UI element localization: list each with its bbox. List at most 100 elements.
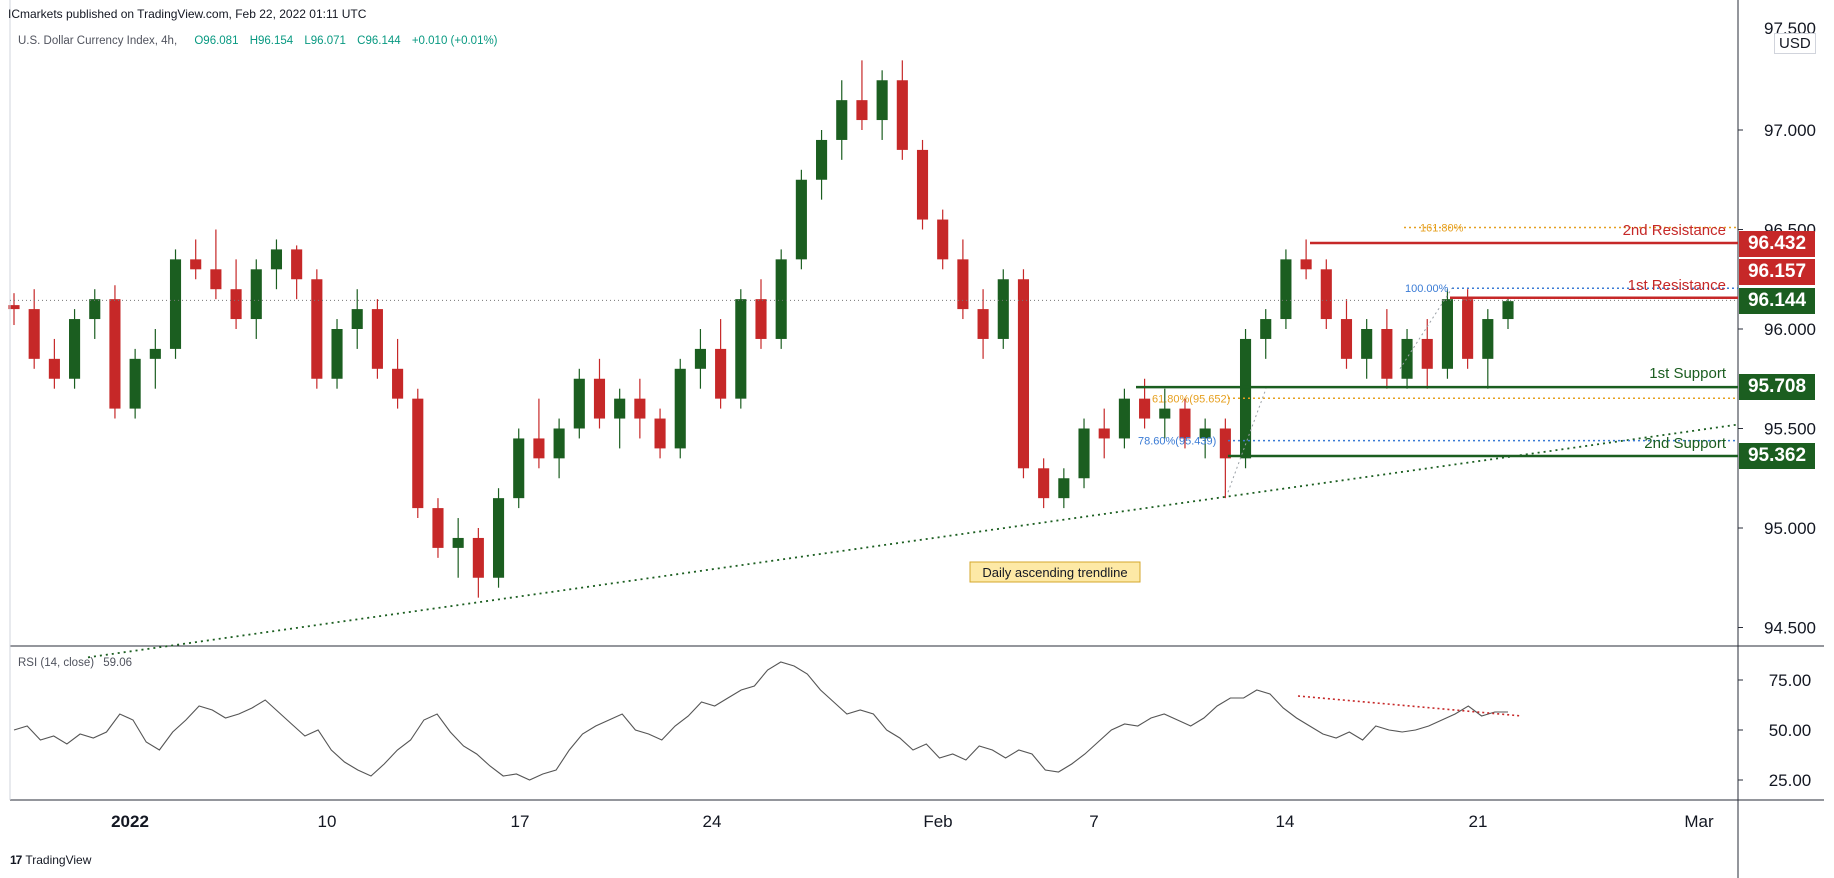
time-tick-label: Mar bbox=[1684, 812, 1714, 831]
support-1-text: 1st Support bbox=[1649, 365, 1727, 382]
price-tick-label: 97.000 bbox=[1764, 121, 1816, 140]
candle-body bbox=[977, 309, 989, 339]
candle-body bbox=[1219, 428, 1231, 459]
price-label-current: 96.144 bbox=[1739, 288, 1815, 314]
ascending-trendline bbox=[87, 423, 1739, 659]
candles bbox=[8, 60, 1514, 598]
candle-body bbox=[28, 309, 40, 359]
candle-body bbox=[1280, 259, 1292, 320]
candle-body bbox=[816, 139, 828, 180]
candle-body bbox=[1340, 319, 1353, 359]
rsi-tick-label: 75.00 bbox=[1769, 671, 1812, 690]
fib-786-label: 78.60%(95.439) bbox=[1138, 436, 1216, 448]
price-pane bbox=[8, 60, 1514, 598]
candle-body bbox=[513, 438, 525, 499]
candle-body bbox=[573, 378, 585, 429]
candle-body bbox=[916, 149, 929, 220]
candle-body bbox=[937, 219, 949, 260]
candle-body bbox=[1038, 468, 1050, 499]
time-tick-label: 17 bbox=[511, 812, 530, 831]
low-value: L96.071 bbox=[304, 35, 346, 47]
price-label-1st-resistance: 96.157 bbox=[1739, 259, 1815, 285]
candle-body bbox=[250, 269, 262, 320]
candle-body bbox=[1239, 338, 1252, 459]
candle-body bbox=[896, 80, 908, 150]
fib-100-label: 100.00% bbox=[1405, 283, 1449, 295]
candle-body bbox=[1260, 319, 1272, 339]
candle-body bbox=[1098, 428, 1110, 439]
price-label-2nd-support: 95.362 bbox=[1739, 443, 1815, 469]
candle-body bbox=[149, 348, 161, 359]
candle-body bbox=[694, 348, 706, 369]
open-value: O96.081 bbox=[194, 35, 239, 47]
resistance-2-text: 2nd Resistance bbox=[1623, 222, 1726, 239]
time-tick-label: 21 bbox=[1469, 812, 1488, 831]
symbol-legend: U.S. Dollar Currency Index, 4h, O96.081 … bbox=[18, 35, 506, 47]
rsi-pane bbox=[13, 661, 1523, 781]
rsi-tick-label: 50.00 bbox=[1769, 721, 1812, 740]
trendline-annotation-text: Daily ascending trendline bbox=[982, 565, 1127, 580]
candle-body bbox=[1482, 319, 1494, 359]
candle-body bbox=[715, 348, 727, 399]
symbol-name: U.S. Dollar Currency Index, 4h, bbox=[18, 35, 178, 47]
candle-body bbox=[1502, 301, 1514, 320]
candle-body bbox=[452, 537, 464, 548]
fib-1618-label: 161.80% bbox=[1420, 223, 1464, 235]
rsi-legend: RSI (14, close) 59.06 bbox=[18, 657, 132, 669]
price-label-2nd-resistance: 96.432 bbox=[1739, 231, 1815, 257]
price-tick-label: 95.500 bbox=[1764, 420, 1816, 439]
candle-body bbox=[392, 368, 404, 399]
candle-body bbox=[775, 259, 787, 339]
rsi-tick-label: 25.00 bbox=[1769, 771, 1812, 790]
footer-brand[interactable]: TradingView bbox=[25, 853, 92, 867]
candle-body bbox=[1017, 279, 1030, 469]
time-tick-label: 14 bbox=[1276, 812, 1295, 831]
footer: 17 TradingView bbox=[10, 853, 91, 867]
candle-body bbox=[553, 428, 565, 459]
candle-body bbox=[876, 80, 888, 121]
candle-body bbox=[1300, 259, 1312, 270]
candle-body bbox=[351, 309, 363, 329]
price-tick-label: 96.000 bbox=[1764, 320, 1816, 339]
candle-body bbox=[371, 309, 383, 369]
resistance-1-text: 1st Resistance bbox=[1628, 277, 1726, 294]
candle-body bbox=[957, 259, 969, 310]
candle-body bbox=[412, 398, 424, 509]
trendline-annotation-box bbox=[969, 561, 1141, 583]
currency-badge[interactable]: USD bbox=[1774, 33, 1816, 54]
candle-body bbox=[755, 299, 767, 339]
candle-body bbox=[1361, 329, 1373, 359]
ohlc-values: O96.081 H96.154 L96.071 C96.144 +0.010 (… bbox=[194, 35, 505, 47]
candle-body bbox=[230, 289, 242, 320]
rsi-value: 59.06 bbox=[103, 657, 133, 669]
candle-body bbox=[1159, 408, 1171, 419]
rsi-divergence-line bbox=[1297, 695, 1523, 717]
candle-body bbox=[89, 299, 101, 320]
fib-leg-line bbox=[1227, 388, 1267, 493]
candle-body bbox=[614, 398, 626, 419]
candle-body bbox=[997, 279, 1009, 339]
overlays: 2nd Resistance 1st Resistance 1st Support 2… bbox=[10, 222, 1739, 659]
candle-body bbox=[270, 249, 283, 270]
axes: 97.00096.50096.00095.50095.00094.50097.5… bbox=[9, 0, 1824, 878]
candle-body bbox=[1381, 329, 1393, 379]
candle-body bbox=[109, 299, 121, 409]
candle-body bbox=[1462, 299, 1474, 359]
rsi-title: RSI (14, close) bbox=[18, 657, 95, 669]
candle-body bbox=[291, 249, 303, 280]
candle-body bbox=[129, 358, 141, 409]
time-tick-label: 7 bbox=[1089, 812, 1098, 831]
candle-body bbox=[1441, 299, 1453, 369]
candle-body bbox=[1179, 408, 1191, 439]
candle-body bbox=[1320, 269, 1332, 320]
candle-body bbox=[795, 179, 807, 260]
candle-body bbox=[331, 329, 343, 379]
candle-body bbox=[735, 299, 747, 399]
candle-body bbox=[1078, 428, 1090, 479]
time-tick-label: Feb bbox=[923, 812, 952, 831]
candle-body bbox=[593, 378, 606, 419]
support-2-text: 2nd Support bbox=[1644, 435, 1727, 452]
candle-body bbox=[48, 358, 60, 379]
fib-leg-line bbox=[1399, 287, 1453, 370]
candle-body bbox=[169, 259, 182, 349]
